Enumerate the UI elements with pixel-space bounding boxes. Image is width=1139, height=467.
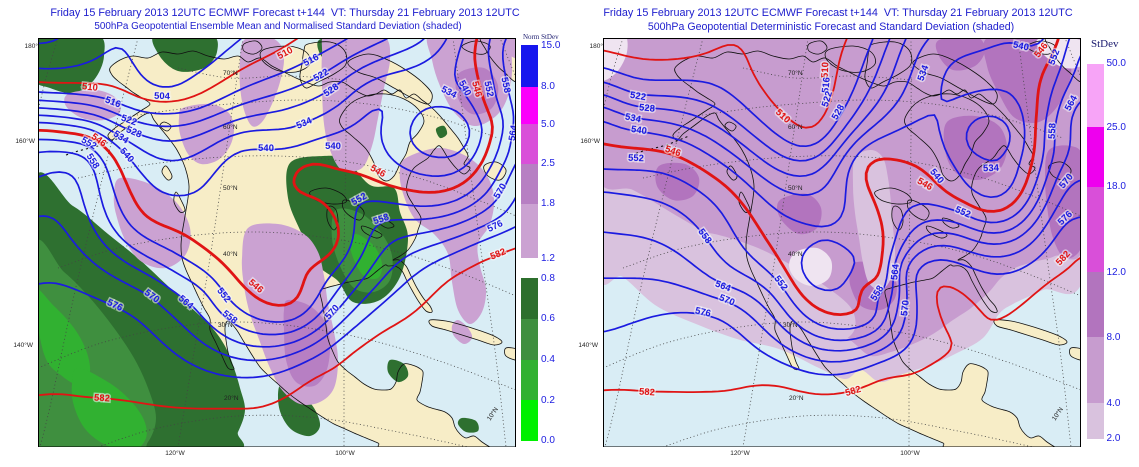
svg-text:60°N: 60°N — [788, 123, 803, 131]
svg-text:576: 576 — [694, 305, 712, 319]
svg-text:582: 582 — [638, 386, 655, 398]
svg-text:70°N: 70°N — [788, 69, 803, 77]
svg-text:570: 570 — [899, 299, 912, 316]
svg-text:540: 540 — [325, 141, 341, 152]
svg-text:522: 522 — [629, 89, 647, 103]
svg-text:552: 552 — [481, 80, 495, 98]
svg-text:540: 540 — [257, 143, 273, 154]
svg-text:30°N: 30°N — [218, 321, 233, 329]
svg-text:40°N: 40°N — [788, 250, 803, 258]
svg-text:534: 534 — [624, 111, 642, 125]
svg-text:20°N: 20°N — [789, 394, 804, 402]
svg-text:552: 552 — [628, 153, 644, 165]
svg-text:504: 504 — [153, 90, 170, 102]
svg-text:50°N: 50°N — [223, 184, 238, 192]
svg-text:510: 510 — [819, 62, 831, 78]
svg-text:540: 540 — [630, 124, 647, 137]
svg-text:516: 516 — [820, 76, 833, 93]
svg-text:558: 558 — [498, 76, 512, 94]
svg-text:70°N: 70°N — [223, 69, 238, 77]
svg-text:564: 564 — [506, 123, 515, 141]
svg-text:60°N: 60°N — [223, 123, 238, 131]
svg-text:558: 558 — [1046, 123, 1058, 139]
svg-text:540: 540 — [1012, 39, 1030, 53]
svg-text:50°N: 50°N — [788, 184, 803, 192]
svg-text:534: 534 — [983, 162, 1000, 174]
svg-text:30°N: 30°N — [783, 321, 798, 329]
svg-text:564: 564 — [889, 263, 902, 281]
svg-text:20°N: 20°N — [224, 394, 239, 402]
svg-text:528: 528 — [638, 102, 655, 114]
svg-text:582: 582 — [93, 392, 110, 404]
svg-text:40°N: 40°N — [223, 250, 238, 258]
svg-text:510: 510 — [81, 81, 98, 94]
